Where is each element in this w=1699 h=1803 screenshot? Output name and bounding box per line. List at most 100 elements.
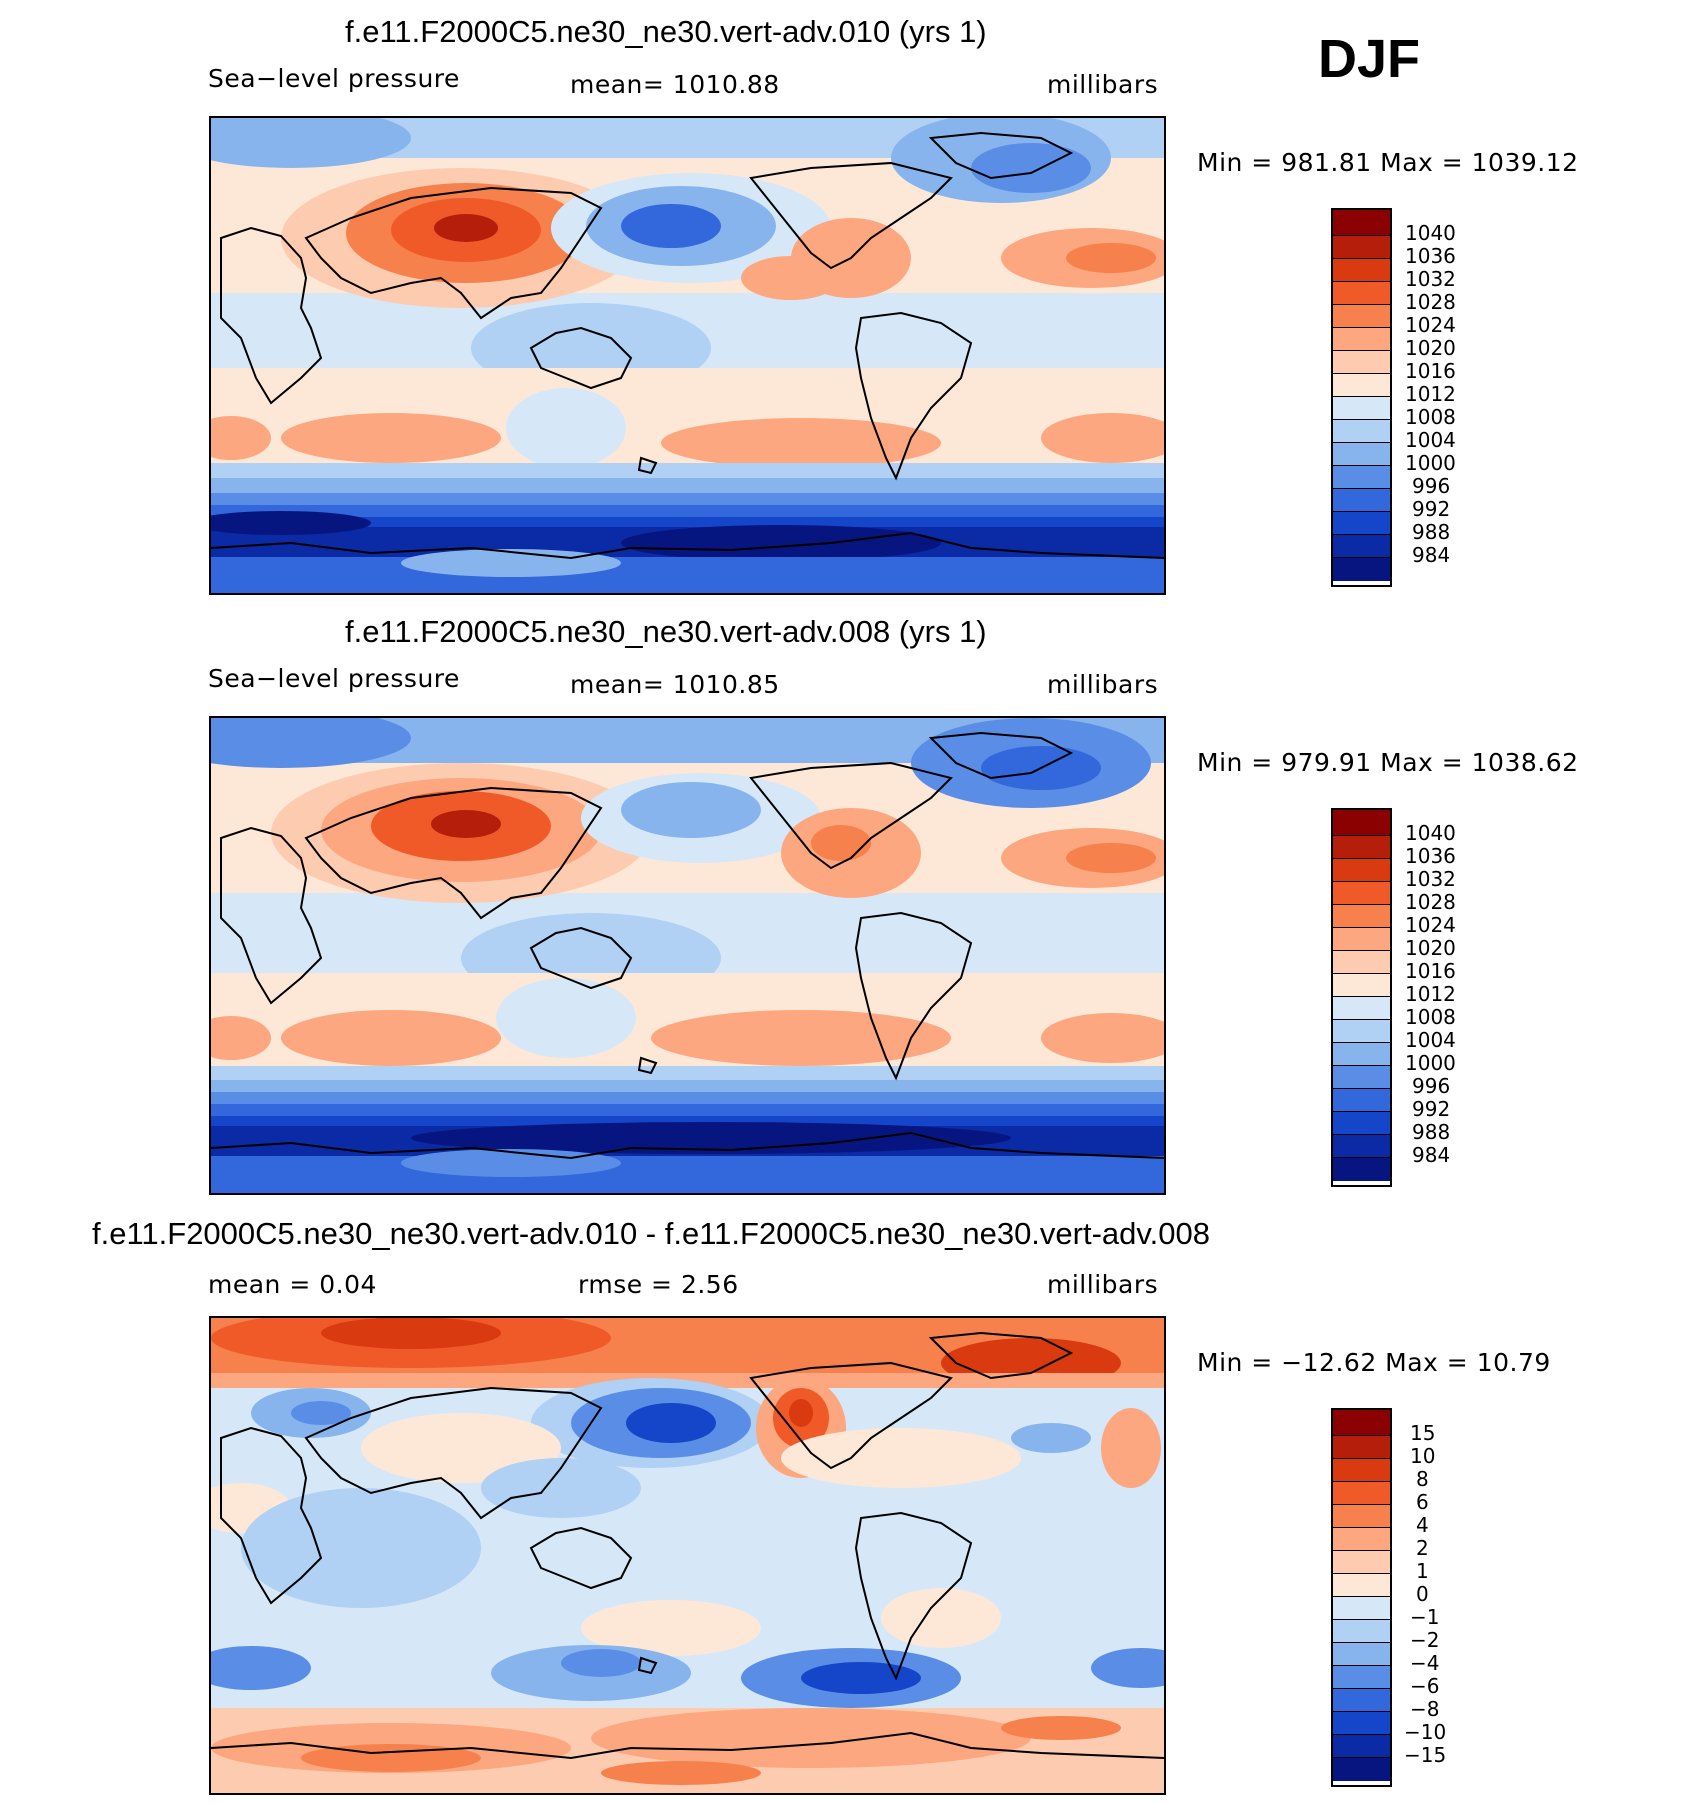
- panel2-colorbar-swatch: [1333, 1157, 1390, 1181]
- panel2-minmax: Min = 979.91 Max = 1038.62: [1197, 748, 1579, 777]
- panel1-colorbar-swatch: [1333, 350, 1390, 373]
- panel3-colorbar-label: 8: [1416, 1467, 1429, 1491]
- panel1-colorbar-label: 1024: [1405, 313, 1456, 337]
- panel2-colorbar-label: 1016: [1405, 959, 1456, 983]
- panel1-colorbar-label: 1008: [1405, 405, 1456, 429]
- panel2-colorbar-swatch: [1333, 973, 1390, 996]
- panel2-colorbar-label: 1024: [1405, 913, 1456, 937]
- panel2-variable-label: Sea−level pressure: [208, 664, 460, 693]
- panel2-colorbar-label: 996: [1412, 1074, 1451, 1098]
- panel3-colorbar-swatch: [1333, 1596, 1390, 1619]
- panel1-colorbar-label: 1012: [1405, 382, 1456, 406]
- panel3-map: [209, 1316, 1166, 1795]
- panel2-map: [209, 716, 1166, 1195]
- panel3-colorbar-swatch: [1333, 1527, 1390, 1550]
- panel1-colorbar-swatch: [1333, 419, 1390, 442]
- panel3-colorbar-label: 15: [1410, 1421, 1436, 1445]
- panel3-colorbar-swatch: [1333, 1734, 1390, 1757]
- panel1-colorbar-swatch: [1333, 258, 1390, 281]
- panel3-colorbar-swatch: [1333, 1642, 1390, 1665]
- panel2-colorbar-label: 1008: [1405, 1005, 1456, 1029]
- panel2-colorbar-swatch: [1333, 858, 1390, 881]
- panel1-minmax: Min = 981.81 Max = 1039.12: [1197, 148, 1579, 177]
- panel1-contour-field: [211, 118, 1164, 593]
- panel1-colorbar-label: 996: [1412, 474, 1451, 498]
- panel2-colorbar-swatch: [1333, 927, 1390, 950]
- panel2-colorbar-swatch: [1333, 996, 1390, 1019]
- panel2-colorbar-label: 992: [1412, 1097, 1451, 1121]
- panel1-colorbar-label: 988: [1412, 520, 1451, 544]
- panel1-colorbar-swatch: [1333, 442, 1390, 465]
- panel1-colorbar-swatch: [1333, 396, 1390, 419]
- panel3-colorbar-swatch: [1333, 1458, 1390, 1481]
- panel3-colorbar-label: 2: [1416, 1536, 1429, 1560]
- panel2-colorbar-label: 1032: [1405, 867, 1456, 891]
- panel3-colorbar-label: −15: [1404, 1743, 1447, 1767]
- season-label: DJF: [1318, 29, 1421, 89]
- panel3-colorbar-swatch: [1333, 1481, 1390, 1504]
- panel2-colorbar-label: 1000: [1405, 1051, 1456, 1075]
- panel2-colorbar-swatch: [1333, 904, 1390, 927]
- panel2-title: f.e11.F2000C5.ne30_ne30.vert-adv.008 (yr…: [345, 614, 987, 649]
- panel3-colorbar-swatch: [1333, 1410, 1390, 1435]
- panel2-contour-field: [211, 718, 1164, 1193]
- panel3-colorbar: [1331, 1408, 1392, 1787]
- panel1-colorbar-swatch: [1333, 488, 1390, 511]
- panel2-colorbar-label: 1020: [1405, 936, 1456, 960]
- panel1-colorbar-swatch: [1333, 534, 1390, 557]
- panel1-variable-label: Sea−level pressure: [208, 64, 460, 93]
- panel2-colorbar-label: 1028: [1405, 890, 1456, 914]
- panel2-mean-label: mean= 1010.85: [570, 670, 780, 699]
- panel2-colorbar: [1331, 808, 1392, 1187]
- panel3-colorbar-label: −4: [1410, 1651, 1440, 1675]
- panel3-minmax: Min = −12.62 Max = 10.79: [1197, 1348, 1551, 1377]
- panel1-colorbar-label: 1040: [1405, 221, 1456, 245]
- panel1-colorbar-swatch: [1333, 210, 1390, 235]
- panel1-units-label: millibars: [1047, 70, 1159, 99]
- panel1-colorbar-swatch: [1333, 281, 1390, 304]
- panel1-colorbar-label: 1004: [1405, 428, 1456, 452]
- panel3-colorbar-label: −1: [1410, 1605, 1440, 1629]
- panel3-colorbar-swatch: [1333, 1688, 1390, 1711]
- panel1-colorbar-swatch: [1333, 511, 1390, 534]
- panel1-colorbar-swatch: [1333, 557, 1390, 581]
- panel2-colorbar-swatch: [1333, 950, 1390, 973]
- panel2-colorbar-swatch: [1333, 1019, 1390, 1042]
- panel3-colorbar-label: 0: [1416, 1582, 1429, 1606]
- panel2-colorbar-label: 1004: [1405, 1028, 1456, 1052]
- panel3-rmse-label: rmse = 2.56: [578, 1270, 739, 1299]
- panel3-contour-field: [211, 1318, 1164, 1793]
- panel1-colorbar-label: 1020: [1405, 336, 1456, 360]
- panel3-mean-label: mean = 0.04: [208, 1270, 377, 1299]
- panel3-colorbar-swatch: [1333, 1435, 1390, 1458]
- panel1-colorbar-swatch: [1333, 235, 1390, 258]
- panel1-colorbar-label: 984: [1412, 543, 1451, 567]
- panel1-colorbar-swatch: [1333, 465, 1390, 488]
- panel1-map: [209, 116, 1166, 595]
- panel1-colorbar-swatch: [1333, 327, 1390, 350]
- panel2-colorbar-label: 984: [1412, 1143, 1451, 1167]
- panel3-title: f.e11.F2000C5.ne30_ne30.vert-adv.010 - f…: [92, 1216, 1210, 1251]
- panel3-colorbar-label: −6: [1410, 1674, 1440, 1698]
- panel3-colorbar-label: 10: [1410, 1444, 1436, 1468]
- panel1-title: f.e11.F2000C5.ne30_ne30.vert-adv.010 (yr…: [345, 14, 987, 49]
- panel2-colorbar-swatch: [1333, 1088, 1390, 1111]
- panel2-colorbar-label: 988: [1412, 1120, 1451, 1144]
- panel3-colorbar-swatch: [1333, 1665, 1390, 1688]
- panel2-units-label: millibars: [1047, 670, 1159, 699]
- panel2-colorbar-swatch: [1333, 1111, 1390, 1134]
- panel1-colorbar-label: 1028: [1405, 290, 1456, 314]
- panel3-colorbar-swatch: [1333, 1573, 1390, 1596]
- panel3-colorbar-swatch: [1333, 1757, 1390, 1781]
- panel2-colorbar-swatch: [1333, 810, 1390, 835]
- panel3-units-label: millibars: [1047, 1270, 1159, 1299]
- panel3-colorbar-label: −10: [1404, 1720, 1447, 1744]
- panel3-colorbar-swatch: [1333, 1504, 1390, 1527]
- panel2-colorbar-swatch: [1333, 881, 1390, 904]
- panel1-colorbar-label: 992: [1412, 497, 1451, 521]
- panel1-mean-label: mean= 1010.88: [570, 70, 780, 99]
- panel3-colorbar-label: 4: [1416, 1513, 1429, 1537]
- panel2-colorbar-swatch: [1333, 1042, 1390, 1065]
- panel2-colorbar-swatch: [1333, 1065, 1390, 1088]
- panel3-colorbar-label: 6: [1416, 1490, 1429, 1514]
